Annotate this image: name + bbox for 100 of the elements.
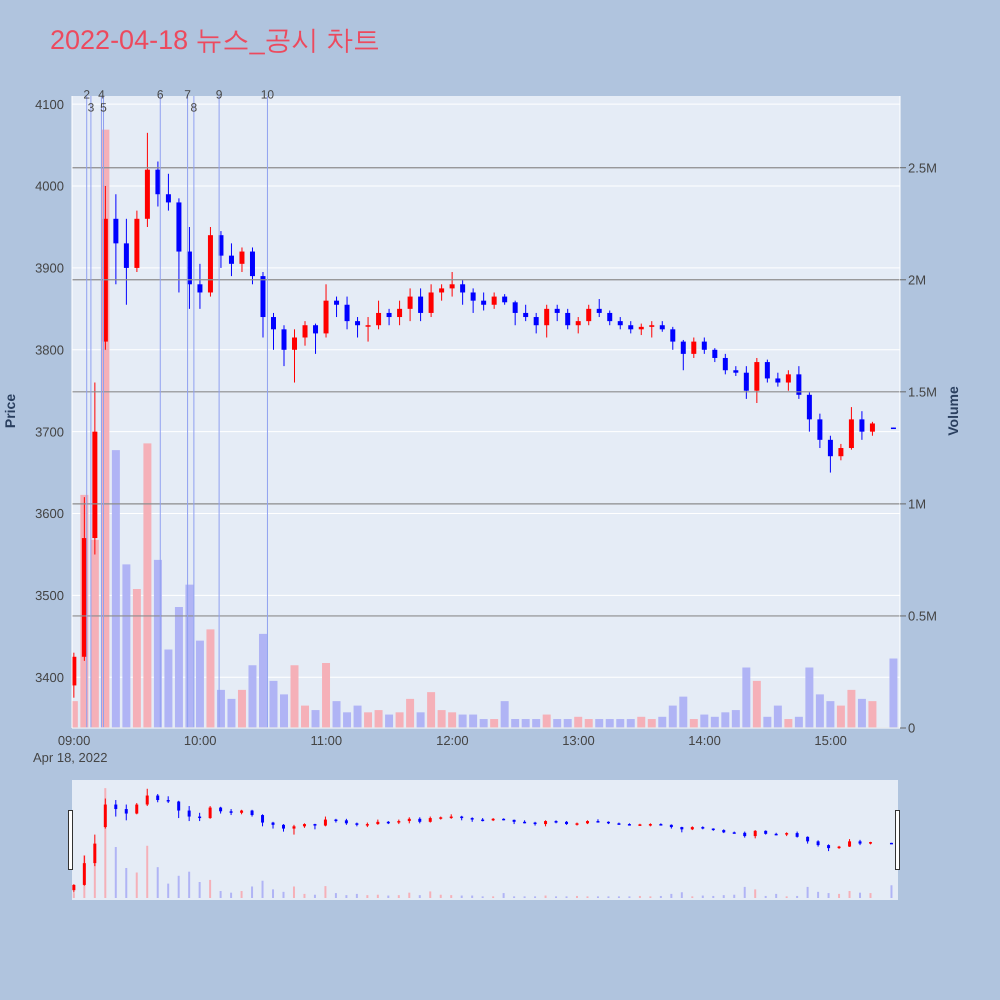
x-tick-label: 11:00 — [310, 733, 342, 748]
candlestick — [302, 320, 308, 346]
chart-title: 2022-04-18 뉴스_공시 차트 — [50, 24, 380, 57]
candlestick — [460, 280, 466, 306]
candlestick — [691, 337, 696, 358]
x-tick-label: 10:00 — [184, 733, 216, 748]
candlestick — [786, 370, 791, 392]
bar — [595, 719, 604, 728]
bar — [227, 698, 236, 728]
candlestick — [228, 242, 234, 277]
bar — [816, 694, 824, 728]
bar — [616, 719, 624, 728]
candlestick — [702, 337, 707, 354]
bar — [658, 716, 666, 728]
bar — [511, 719, 520, 728]
bar — [385, 714, 394, 728]
ref-line-label: 7 — [184, 88, 192, 102]
y2-tick-label: 0 — [908, 720, 916, 736]
candlestick — [733, 366, 738, 376]
bar — [312, 710, 320, 728]
candlestick — [386, 308, 392, 326]
candlestick — [670, 326, 676, 350]
candlestick — [712, 348, 718, 363]
candlestick — [534, 312, 539, 334]
text: Apr 18, 2022 — [33, 750, 108, 765]
bar — [648, 719, 656, 728]
bar — [269, 680, 278, 728]
bar — [836, 706, 845, 728]
candlestick — [523, 304, 528, 322]
bar — [805, 667, 814, 728]
candlestick — [565, 308, 570, 330]
bar — [290, 665, 299, 728]
bar — [679, 696, 688, 728]
ref-line-label: 6 — [156, 88, 164, 102]
candlestick — [292, 328, 298, 384]
candlestick — [828, 435, 833, 474]
candlestick — [838, 443, 844, 461]
bar — [858, 698, 866, 728]
y-tick-label: 3700 — [35, 424, 64, 440]
bar — [626, 719, 635, 728]
bar — [280, 694, 288, 728]
bar — [469, 714, 478, 728]
candlestick — [649, 320, 654, 338]
candlestick — [481, 292, 486, 311]
bar — [553, 719, 562, 728]
bar — [406, 698, 414, 728]
bar — [500, 701, 509, 728]
candlestick — [586, 304, 592, 326]
bar — [732, 710, 740, 728]
bar — [710, 716, 719, 728]
ref-line-label: 10 — [260, 88, 274, 102]
bar — [532, 719, 540, 728]
bar — [721, 712, 730, 728]
bar — [416, 712, 425, 728]
bar — [343, 712, 352, 728]
bar — [206, 629, 214, 728]
candlestick — [607, 310, 612, 326]
candlestick — [512, 300, 518, 326]
y2-axis-title: Volume — [945, 385, 961, 438]
candlestick — [870, 421, 875, 436]
candlestick — [313, 323, 318, 354]
candlestick — [439, 284, 444, 302]
candlestick — [376, 300, 382, 330]
bar — [480, 719, 488, 728]
ref-line-label: 8 — [190, 100, 198, 115]
candlestick — [344, 296, 350, 330]
bar — [542, 714, 551, 728]
bar — [522, 719, 530, 728]
bar — [490, 719, 498, 728]
candlestick — [397, 300, 402, 326]
ref-line-label: 2 — [83, 88, 90, 102]
ref-line-label: 5 — [100, 100, 108, 115]
bar — [332, 701, 341, 728]
bar — [574, 716, 582, 728]
bar — [448, 712, 456, 728]
bar — [238, 690, 246, 728]
bar — [458, 714, 467, 728]
bar — [774, 706, 782, 728]
candlestick — [796, 366, 802, 400]
candlestick — [775, 372, 780, 388]
candlestick — [554, 304, 560, 322]
candlestick — [628, 320, 634, 334]
candlestick — [366, 316, 371, 342]
candlestick — [817, 413, 822, 449]
candlestick — [764, 359, 770, 384]
candlestick — [408, 288, 413, 322]
bar — [690, 719, 698, 728]
candlestick — [859, 410, 864, 440]
bar — [164, 650, 172, 728]
candlestick — [355, 316, 360, 338]
bar — [132, 589, 141, 728]
bar — [112, 450, 120, 728]
bar — [143, 443, 152, 728]
bar — [322, 663, 330, 728]
bar — [742, 667, 750, 728]
bar — [868, 701, 876, 728]
candlestick — [596, 298, 602, 318]
candlestick — [470, 288, 476, 314]
ref-line-label: 9 — [216, 88, 223, 102]
bar — [637, 716, 646, 728]
